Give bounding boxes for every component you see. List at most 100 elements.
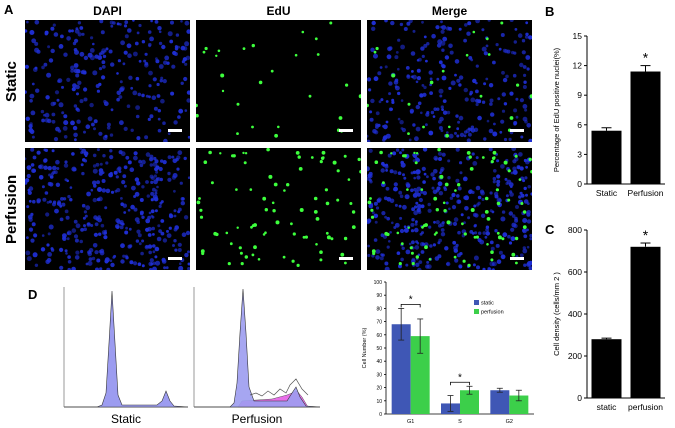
- nucleus: [526, 219, 532, 224]
- edu-nucleus: [196, 113, 199, 118]
- nucleus: [154, 167, 159, 172]
- scale-bar: [510, 129, 524, 132]
- nucleus: [87, 52, 93, 58]
- nucleus: [61, 111, 65, 115]
- edu-nucleus: [372, 251, 376, 256]
- edu-nucleus: [325, 231, 329, 235]
- nucleus: [467, 21, 472, 26]
- nucleus: [523, 186, 527, 191]
- nucleus: [367, 244, 370, 248]
- bar-static: [490, 390, 510, 414]
- edu-nucleus: [500, 21, 504, 25]
- edu-nucleus: [314, 37, 318, 41]
- edu-nucleus: [484, 210, 489, 214]
- nucleus: [380, 168, 385, 173]
- nucleus: [513, 223, 518, 229]
- nucleus: [529, 233, 532, 238]
- edu-nucleus: [253, 245, 257, 250]
- edu-nucleus: [351, 225, 356, 229]
- nucleus: [114, 189, 118, 193]
- nucleus: [530, 192, 532, 196]
- nucleus: [457, 230, 461, 235]
- nucleus: [421, 84, 425, 87]
- nucleus: [463, 195, 467, 200]
- nucleus: [373, 53, 378, 59]
- nucleus: [183, 215, 189, 220]
- nucleus: [488, 128, 494, 134]
- nucleus: [149, 154, 154, 159]
- nucleus: [386, 54, 392, 60]
- nucleus: [438, 60, 443, 65]
- edu-nucleus: [530, 170, 532, 174]
- nucleus: [523, 158, 527, 163]
- nucleus: [459, 171, 463, 175]
- nucleus: [166, 61, 170, 65]
- nucleus: [152, 233, 155, 236]
- nucleus: [119, 87, 124, 92]
- nucleus: [186, 98, 190, 103]
- nucleus: [418, 260, 423, 264]
- nucleus: [370, 98, 375, 104]
- nucleus: [57, 78, 63, 83]
- nucleus: [526, 245, 530, 249]
- nucleus: [134, 41, 139, 46]
- nucleus: [119, 225, 124, 230]
- nucleus: [139, 198, 144, 202]
- nucleus: [170, 20, 174, 25]
- bar-perfusion: [410, 336, 430, 414]
- nucleus: [118, 95, 123, 99]
- edu-nucleus: [390, 152, 393, 155]
- nucleus: [471, 152, 475, 156]
- nucleus: [148, 70, 153, 76]
- nucleus: [93, 215, 98, 220]
- nucleus: [367, 77, 372, 82]
- nucleus: [36, 150, 41, 155]
- nucleus: [132, 90, 138, 96]
- edu-nucleus: [196, 103, 198, 108]
- nucleus: [130, 86, 134, 90]
- nucleus: [110, 62, 115, 67]
- nucleus: [149, 163, 153, 167]
- edu-nucleus: [264, 208, 268, 212]
- nucleus: [61, 85, 64, 89]
- nucleus: [490, 112, 495, 117]
- chart-cell-cycle: 0 10 20 30 40 50 60 70 80 90 100 Cell Number (%) G1 S…: [362, 280, 534, 425]
- nucleus: [153, 106, 158, 111]
- nucleus: [123, 24, 128, 28]
- nucleus: [187, 135, 190, 139]
- nucleus: [184, 41, 190, 47]
- nucleus: [187, 262, 190, 266]
- nucleus: [406, 21, 411, 26]
- nucleus: [422, 92, 427, 97]
- nucleus: [367, 173, 373, 179]
- nucleus: [485, 77, 489, 81]
- nucleus: [123, 165, 128, 170]
- nucleus: [525, 21, 529, 25]
- nucleus: [487, 267, 491, 270]
- nucleus: [72, 125, 78, 131]
- nucleus: [368, 148, 373, 153]
- y-tick-label: 0: [577, 179, 582, 189]
- y-tick-label: 50: [376, 346, 382, 352]
- nucleus: [484, 235, 488, 239]
- nucleus: [398, 264, 402, 269]
- nucleus: [412, 159, 416, 163]
- nucleus: [519, 98, 524, 103]
- nucleus: [73, 48, 78, 52]
- nucleus: [526, 67, 530, 71]
- bar: [630, 246, 661, 398]
- nucleus: [488, 148, 493, 152]
- nucleus: [178, 265, 184, 270]
- nucleus: [494, 194, 499, 199]
- nucleus: [166, 233, 172, 238]
- nucleus: [155, 260, 161, 266]
- nucleus: [109, 171, 113, 175]
- nucleus: [400, 99, 404, 102]
- nucleus: [26, 205, 30, 209]
- nucleus: [436, 186, 441, 191]
- nucleus: [119, 23, 122, 26]
- nucleus: [136, 181, 141, 186]
- nucleus: [454, 73, 457, 77]
- nucleus: [110, 190, 115, 194]
- nucleus: [149, 36, 154, 42]
